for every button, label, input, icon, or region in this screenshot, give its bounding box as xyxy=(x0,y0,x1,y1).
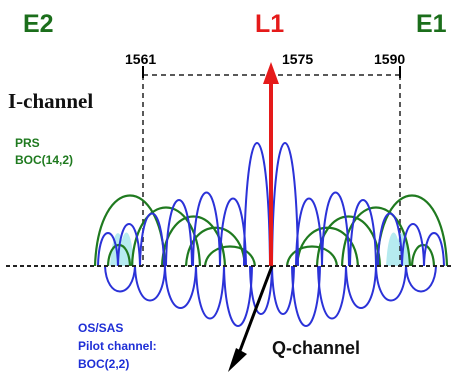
os-lobe-lower xyxy=(375,265,407,302)
prs-label-name: PRS xyxy=(15,136,40,150)
os-lobe-upper xyxy=(271,142,299,267)
os-label-modulation: BOC(2,2) xyxy=(78,357,129,371)
os-lobe-upper xyxy=(423,232,445,267)
os-lobe-lower xyxy=(317,265,347,320)
frequency-label-1575: 1575 xyxy=(282,51,313,67)
prs-lobe xyxy=(184,226,247,267)
i-channel-label: I-channel xyxy=(8,89,93,113)
os-lobe-lower xyxy=(291,265,321,327)
os-lobe-upper xyxy=(117,223,141,267)
l1-carrier-arrow xyxy=(263,62,279,266)
prs-lobe xyxy=(285,245,339,267)
os-lobe-lower xyxy=(249,265,273,315)
prs-lobe xyxy=(130,206,202,267)
os-lobe-upper xyxy=(349,199,377,267)
q-channel-arrow xyxy=(228,265,274,372)
os-lobe-upper xyxy=(139,212,165,267)
band-label-l1: L1 xyxy=(255,10,284,38)
os-lobe-upper xyxy=(377,212,403,267)
prs-lobe xyxy=(340,206,412,267)
os-lobe-upper xyxy=(243,142,271,267)
os-lobe-upper xyxy=(295,197,323,267)
os-lobe-upper xyxy=(165,199,193,267)
os-spectrum-upper xyxy=(97,142,445,267)
os-lobe-upper xyxy=(192,191,221,267)
os-lobe-lower xyxy=(271,265,295,315)
prs-label-modulation: BOC(14,2) xyxy=(15,153,73,167)
band-label-e1: E1 xyxy=(416,10,447,38)
os-lobe-lower xyxy=(223,265,253,327)
frequency-label-1561: 1561 xyxy=(125,51,156,67)
os-lobe-upper xyxy=(401,223,425,267)
os-lobe-upper xyxy=(321,191,350,267)
os-lobe-lower xyxy=(345,265,377,309)
os-lobe-lower xyxy=(164,265,197,309)
band-label-e2: E2 xyxy=(23,10,54,38)
os-lobe-lower xyxy=(104,265,136,293)
os-lobe-lower xyxy=(195,265,225,320)
os-label-name: OS/SAS xyxy=(78,321,123,335)
q-channel-label: Q-channel xyxy=(272,338,360,358)
os-lobe-lower xyxy=(134,265,166,302)
os-spectrum-lower xyxy=(104,265,437,327)
os-label-pilot: Pilot channel: xyxy=(78,339,157,353)
os-lobe-lower xyxy=(405,265,437,293)
frequency-label-1590: 1590 xyxy=(374,51,405,67)
os-lobe-upper xyxy=(97,232,119,267)
prs-lobe xyxy=(203,245,257,267)
